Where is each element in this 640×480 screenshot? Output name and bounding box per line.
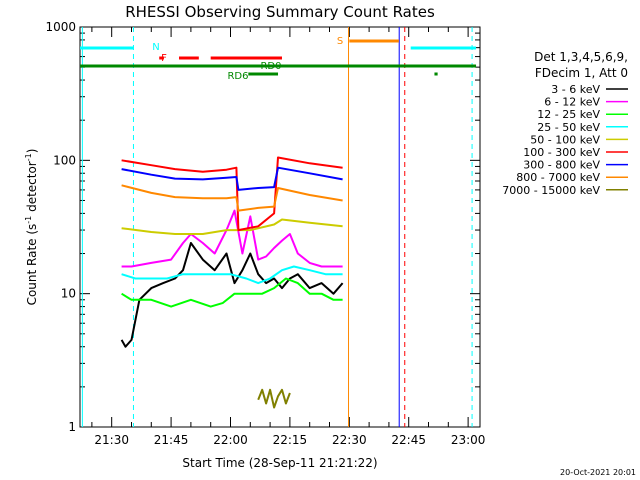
x-tick-label: 22:15 [273, 433, 308, 447]
y-axis-label-part: detector [25, 161, 39, 216]
timestamp-label: 20-Oct-2021 20:01 [560, 468, 636, 477]
y-axis-label-part: -1 [24, 153, 33, 161]
legend-item-label: 25 - 50 keV [537, 121, 600, 134]
legend-header-line-1: Det 1,3,4,5,6,9, [534, 50, 628, 64]
legend-item-label: 7000 - 15000 keV [502, 184, 600, 197]
legend-item-label: 6 - 12 keV [544, 96, 600, 109]
state-label-s: S [337, 36, 343, 47]
series-line-3 [121, 277, 343, 308]
state-label-rd0: RD0 [260, 61, 281, 72]
series-line-5 [121, 218, 343, 235]
x-tick-label: 22:30 [332, 433, 367, 447]
y-axis-label-part: Count Rate (s [25, 224, 39, 306]
series-line-9 [257, 388, 291, 409]
x-tick-label: 21:45 [154, 433, 189, 447]
y-tick-label: 100 [53, 153, 76, 167]
legend-item-label: 50 - 100 keV [530, 133, 600, 146]
legend-item-label: 12 - 25 keV [537, 108, 600, 121]
x-tick-label: 23:00 [451, 433, 486, 447]
chart-title: RHESSI Observing Summary Count Rates [125, 3, 435, 21]
x-tick-label: 21:30 [94, 433, 129, 447]
series-line-1 [120, 242, 344, 348]
y-tick-label: 10 [61, 287, 76, 301]
y-axis-label: Count Rate (s-1 detector-1) [24, 149, 39, 306]
y-axis-label-part: -1 [24, 216, 33, 224]
series-line-4 [121, 265, 343, 285]
x-axis-label: Start Time (28-Sep-11 21:21:22) [182, 456, 377, 470]
y-axis-label-part: ) [25, 149, 39, 154]
plot-frame [79, 26, 481, 428]
state-label-f: F [161, 53, 167, 64]
legend-item-label: 300 - 800 keV [523, 159, 600, 172]
x-tick-label: 22:00 [213, 433, 248, 447]
series-line-2 [121, 209, 343, 268]
legend-item-label: 800 - 7000 keV [516, 171, 600, 184]
x-tick-label: 22:45 [391, 433, 426, 447]
legend-header-line-2: FDecim 1, Att 0 [535, 66, 628, 80]
y-tick-label: 1 [68, 420, 76, 434]
y-tick-label: 1000 [45, 20, 76, 34]
state-label-rd6: RD6 [227, 71, 248, 82]
series-line-8 [121, 184, 343, 212]
series-line-7 [121, 166, 343, 191]
legend-item-label: 3 - 6 keV [551, 83, 600, 96]
state-label-n: N [152, 42, 159, 53]
legend-item-label: 100 - 300 keV [523, 146, 600, 159]
